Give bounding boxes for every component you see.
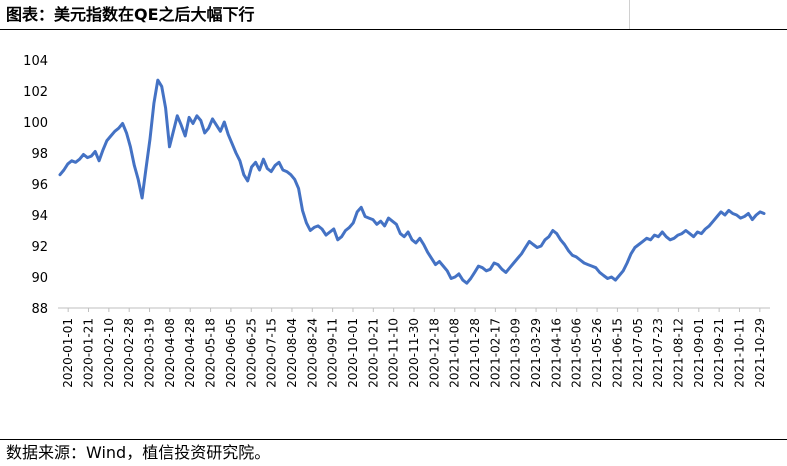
x-tick-label: 2021-05-26 (590, 318, 604, 388)
x-tick-label: 2021-08-12 (671, 318, 685, 388)
x-tick-label: 2021-10-29 (753, 318, 767, 388)
x-tick-label: 2021-04-16 (549, 318, 563, 388)
x-tick-label: 2020-03-19 (143, 318, 157, 388)
y-tick-label: 96 (31, 178, 48, 193)
y-tick-label: 98 (31, 147, 48, 162)
x-tick-label: 2020-12-18 (427, 318, 441, 388)
x-tick-label: 2021-07-05 (631, 318, 645, 388)
x-tick-label: 2021-01-08 (448, 318, 462, 388)
x-tick-label: 2021-02-17 (488, 318, 502, 388)
x-tick-label: 2020-02-28 (122, 318, 136, 388)
header-divider (629, 0, 630, 29)
top-rule (0, 29, 787, 30)
y-tick-label: 90 (31, 271, 48, 286)
x-tick-label: 2021-03-29 (529, 318, 543, 388)
x-tick-label: 2020-04-28 (183, 318, 197, 388)
x-tick-label: 2020-06-05 (224, 318, 238, 388)
x-tick-label: 2020-01-21 (82, 318, 96, 388)
x-tick-label: 2020-07-15 (265, 318, 279, 388)
y-tick-label: 94 (31, 209, 48, 224)
x-tick-label: 2020-05-18 (204, 318, 218, 388)
x-tick-label: 2020-10-21 (366, 318, 380, 388)
x-tick-label: 2021-03-09 (509, 318, 523, 388)
source-note: 数据来源：Wind，植信投资研究院。 (6, 443, 271, 462)
x-tick-label: 2020-11-30 (407, 318, 421, 388)
x-tick-label: 2021-01-28 (468, 318, 482, 388)
x-tick-label: 2020-08-24 (305, 318, 319, 388)
x-tick-label: 2020-02-10 (102, 318, 116, 388)
series-layer (58, 78, 766, 285)
series-line-dollar-index (58, 78, 766, 285)
y-tick-labels: 88 90 92 94 96 98 100 102 104 (23, 54, 48, 317)
x-tick-label: 2020-06-25 (244, 318, 258, 388)
x-tick-label: 2020-04-08 (163, 318, 177, 388)
x-tick-label: 2020-11-10 (387, 318, 401, 388)
x-tick-label: 2021-10-11 (732, 318, 746, 388)
x-tick-labels: 2020-01-01 2020-01-21 2020-02-10 2020-02-28… (61, 308, 767, 388)
x-tick-label: 2020-09-11 (326, 318, 340, 388)
bottom-rule (0, 439, 787, 440)
y-tick-label: 104 (23, 54, 48, 69)
y-tick-label: 102 (23, 85, 48, 100)
x-tick-label: 2021-09-01 (692, 318, 706, 388)
x-tick-label: 2020-10-01 (346, 318, 360, 388)
x-tick-label: 2021-07-23 (651, 318, 665, 388)
x-tick-label: 2021-05-06 (570, 318, 584, 388)
x-tick-label: 2020-01-01 (61, 318, 75, 388)
x-tick-label: 2020-08-04 (285, 318, 299, 388)
y-tick-label: 100 (23, 116, 48, 131)
y-tick-label: 88 (31, 302, 48, 317)
y-tick-label: 92 (31, 240, 48, 255)
chart-title: 图表：美元指数在QE之后大幅下行 (6, 5, 255, 24)
x-tick-label: 2021-09-21 (712, 318, 726, 388)
x-tick-label: 2021-06-15 (610, 318, 624, 388)
